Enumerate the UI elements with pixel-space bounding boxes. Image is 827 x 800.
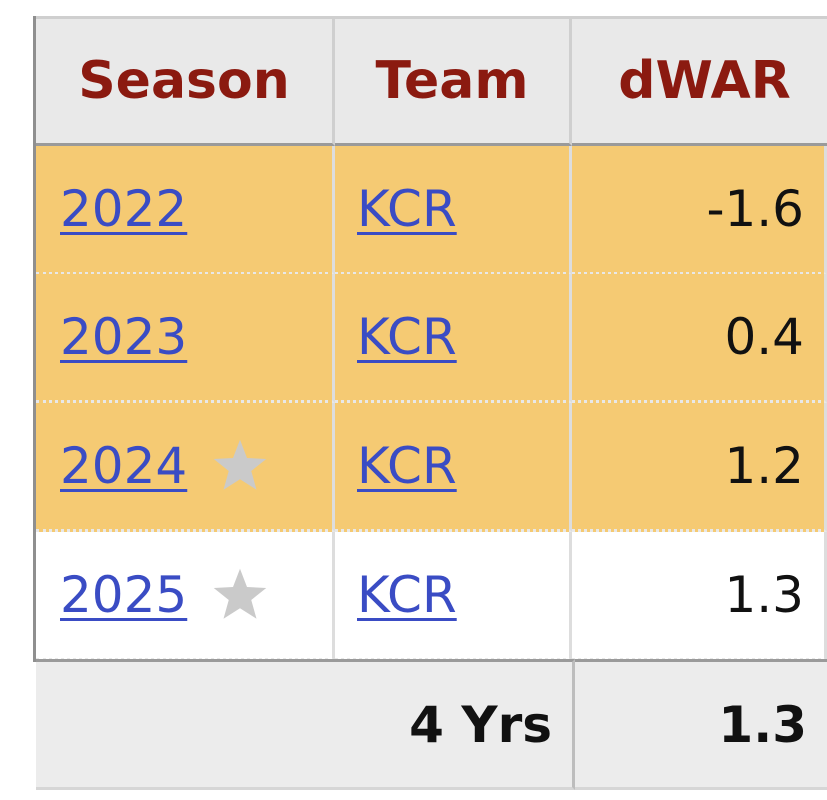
season-cell: 2023 xyxy=(36,274,335,403)
season-link[interactable]: 2024 xyxy=(60,437,188,495)
footer-value-cell: 1.3 xyxy=(575,659,827,790)
header-cell: Season xyxy=(36,19,335,146)
table-border xyxy=(36,16,827,19)
dwar-value: 1.2 xyxy=(724,437,804,495)
season-link[interactable]: 2025 xyxy=(60,566,188,624)
team-cell: KCR xyxy=(335,532,572,661)
dwar-value: 0.4 xyxy=(724,308,804,366)
team-cell: KCR xyxy=(335,274,572,403)
season-cell: 2025 xyxy=(36,532,335,661)
team-link[interactable]: KCR xyxy=(357,180,457,238)
dwar-value: -1.6 xyxy=(706,180,804,238)
header-text: Season xyxy=(78,51,290,111)
header-text: dWAR xyxy=(618,51,791,111)
header-cell: dWAR xyxy=(572,19,827,146)
footer-label-cell: 4 Yrs xyxy=(335,659,575,790)
dwar-value: 1.3 xyxy=(724,566,804,624)
team-cell: KCR xyxy=(335,403,572,532)
season-cell: 2022 xyxy=(36,146,335,275)
footer-label: 4 Yrs xyxy=(409,695,552,754)
team-cell: KCR xyxy=(335,146,572,275)
season-link[interactable]: 2022 xyxy=(60,180,188,238)
header-cell: Team xyxy=(335,19,572,146)
season-cell: 2024 xyxy=(36,403,335,532)
team-link[interactable]: KCR xyxy=(357,308,457,366)
dwar-cell: 0.4 xyxy=(572,274,827,403)
dwar-cell: 1.2 xyxy=(572,403,827,532)
footer-value: 1.3 xyxy=(718,695,807,754)
all-star-icon xyxy=(214,568,267,619)
team-link[interactable]: KCR xyxy=(357,566,457,624)
team-link[interactable]: KCR xyxy=(357,437,457,495)
header-text: Team xyxy=(375,51,529,111)
footer-cell xyxy=(36,659,335,790)
dwar-cell: -1.6 xyxy=(572,146,827,275)
all-star-icon xyxy=(214,439,267,490)
dwar-cell: 1.3 xyxy=(572,532,827,661)
season-link[interactable]: 2023 xyxy=(60,308,188,366)
table-border xyxy=(33,16,36,662)
